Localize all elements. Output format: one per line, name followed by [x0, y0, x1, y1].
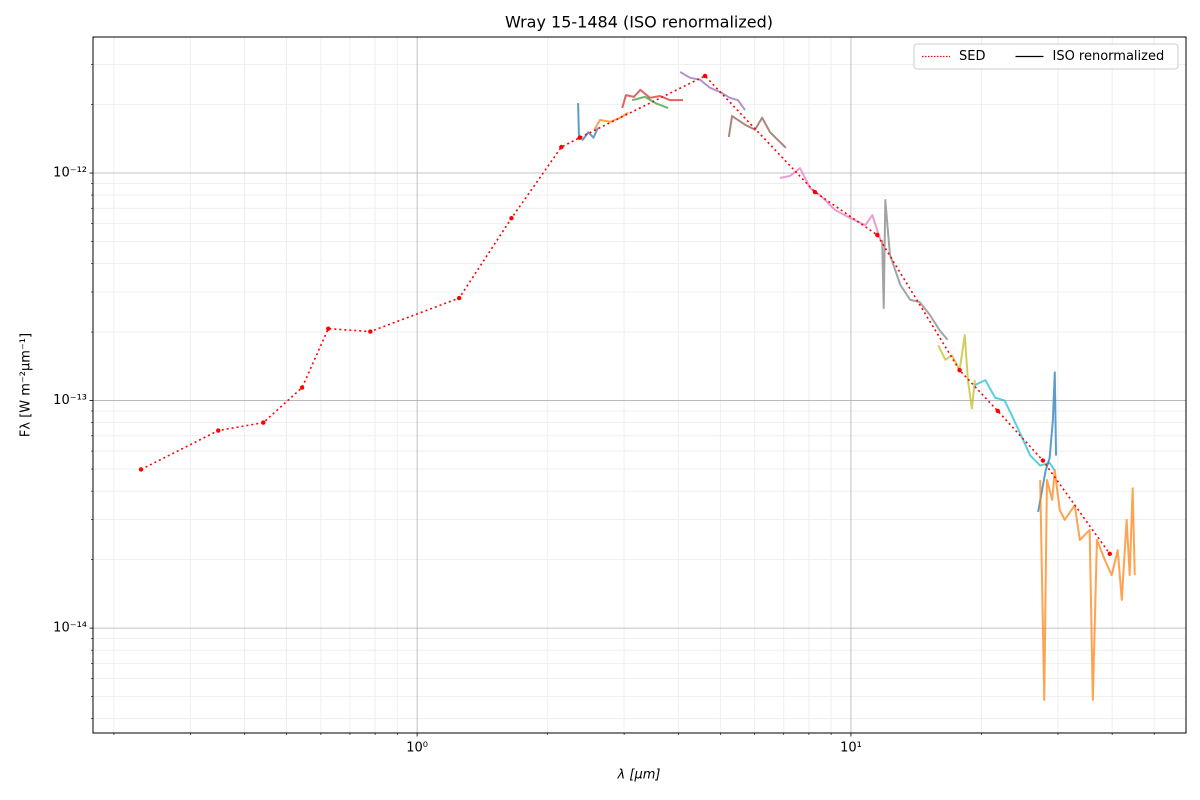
sed-point	[957, 367, 962, 373]
sed-point	[875, 232, 880, 238]
legend-box	[913, 43, 1179, 70]
legend-label: ISO renormalized	[1052, 49, 1164, 64]
x-axis-label: λ [μm]	[617, 768, 661, 783]
spectrum-segment	[621, 88, 683, 109]
spectrum-segment	[1039, 469, 1136, 702]
sed-point	[559, 144, 564, 150]
spectrum-segment	[593, 111, 629, 131]
sed-point	[216, 428, 221, 433]
plot-layer	[138, 71, 1136, 702]
y-tick-label: 10⁻¹⁴	[53, 621, 87, 636]
sed-point	[456, 295, 462, 301]
spectrum-segment	[974, 379, 1056, 472]
sed-line	[140, 75, 1111, 555]
sed-point	[1040, 458, 1046, 463]
chart-title: Wray 15-1484 (ISO renormalized)	[505, 13, 773, 32]
axes-layer: 10⁰ 10¹ 10⁻¹⁴ 10⁻¹³ 10⁻¹²	[53, 64, 1155, 756]
sed-point	[509, 215, 514, 221]
y-tick-label: 10⁻¹³	[53, 393, 87, 408]
sed-point	[261, 420, 266, 425]
sed-point	[299, 385, 305, 390]
sed-point	[368, 329, 373, 334]
sed-point	[812, 189, 818, 195]
spectrum-segment	[631, 95, 669, 109]
spectrum-segment	[727, 115, 787, 149]
spectrum-segment	[937, 334, 976, 410]
y-axis-label: Fλ [W m⁻²μm⁻¹]	[19, 333, 34, 437]
legend-label: SED	[959, 49, 985, 64]
sed-point	[326, 326, 331, 331]
sed-point	[995, 408, 1000, 414]
spectrum-segment	[881, 199, 949, 341]
sed-point	[577, 135, 582, 140]
sed-point	[1107, 551, 1112, 557]
axes-frame	[92, 36, 1187, 734]
y-tick-label: 10⁻¹²	[53, 166, 87, 181]
legend: SED ISO renormalized	[913, 43, 1179, 70]
spectrum-segment	[679, 71, 746, 111]
x-tick-label: 10⁰	[406, 741, 428, 756]
x-tick-label: 10¹	[840, 741, 862, 756]
sed-point	[702, 73, 708, 79]
sed-point	[138, 467, 144, 472]
spectrum-segment	[577, 103, 599, 141]
